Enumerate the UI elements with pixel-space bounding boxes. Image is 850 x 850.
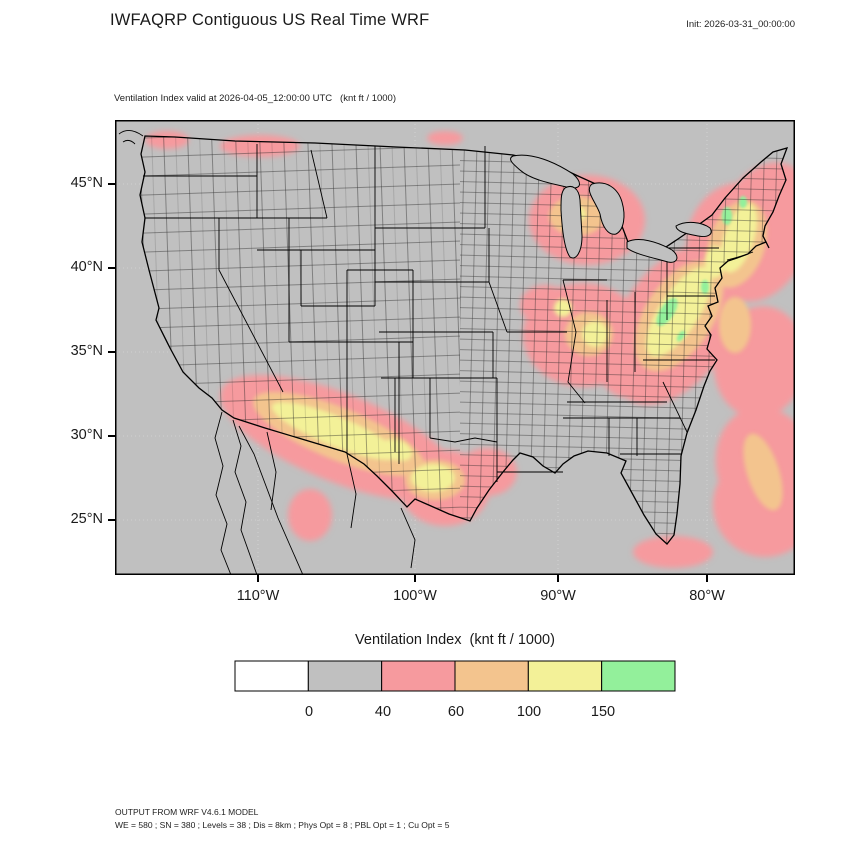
colorbar-segment bbox=[601, 660, 676, 692]
legend-tick-label: 60 bbox=[447, 704, 465, 720]
x-axis-label: 100°W bbox=[393, 588, 437, 604]
lake-ontario bbox=[675, 221, 712, 237]
model-info-line2: WE = 580 ; SN = 380 ; Levels = 38 ; Dis … bbox=[115, 819, 450, 830]
y-axis-label: 45°N bbox=[70, 175, 103, 191]
great-lakes bbox=[510, 154, 712, 263]
x-axis-label: 80°W bbox=[689, 588, 725, 604]
legend-tick-label: 0 bbox=[304, 704, 314, 720]
lake-michigan bbox=[560, 186, 583, 259]
map-plot bbox=[115, 120, 795, 575]
y-axis-tick bbox=[108, 183, 115, 185]
model-info: OUTPUT FROM WRF V4.6.1 MODEL WE = 580 ; … bbox=[115, 806, 449, 831]
legend-tick-label: 40 bbox=[374, 704, 392, 720]
legend-tick-label: 150 bbox=[590, 704, 616, 720]
y-axis-label: 35°N bbox=[70, 343, 103, 359]
colorbar-segment bbox=[454, 660, 529, 692]
colorbar-segment bbox=[527, 660, 603, 692]
lake-huron bbox=[588, 182, 625, 235]
state-borders bbox=[143, 144, 719, 482]
plot-subtitle: Ventilation Index valid at 2026-04-05_12… bbox=[114, 93, 397, 104]
x-axis-tick bbox=[706, 575, 708, 582]
model-info-line1: OUTPUT FROM WRF V4.6.1 MODEL bbox=[115, 807, 259, 817]
init-timestamp: Init: 2026-03-31_00:00:00 bbox=[686, 19, 795, 30]
long-island bbox=[726, 251, 754, 261]
y-axis-tick bbox=[108, 267, 115, 269]
colorbar-segment bbox=[234, 660, 309, 692]
y-axis-tick bbox=[108, 351, 115, 353]
legend-title: Ventilation Index (knt ft / 1000) bbox=[355, 632, 555, 648]
legend-colorbar bbox=[234, 660, 676, 692]
mexico-canada-coastlines bbox=[118, 130, 754, 575]
colorbar-segment bbox=[381, 660, 456, 692]
x-axis-label: 110°W bbox=[236, 588, 280, 604]
plot-frame bbox=[115, 120, 795, 575]
y-axis-tick bbox=[108, 435, 115, 437]
x-axis-tick bbox=[557, 575, 559, 582]
page-title: IWFAQRP Contiguous US Real Time WRF bbox=[110, 11, 430, 29]
legend-tick-label: 100 bbox=[516, 704, 542, 720]
x-axis-tick bbox=[257, 575, 259, 582]
y-axis-label: 40°N bbox=[70, 259, 103, 275]
lake-erie bbox=[626, 239, 678, 263]
y-axis-label: 25°N bbox=[70, 511, 103, 527]
colorbar-segment bbox=[307, 660, 383, 692]
x-axis-tick bbox=[414, 575, 416, 582]
y-axis-label: 30°N bbox=[70, 427, 103, 443]
x-axis-label: 90°W bbox=[540, 588, 576, 604]
vancouver-island bbox=[118, 130, 144, 145]
y-axis-tick bbox=[108, 519, 115, 521]
